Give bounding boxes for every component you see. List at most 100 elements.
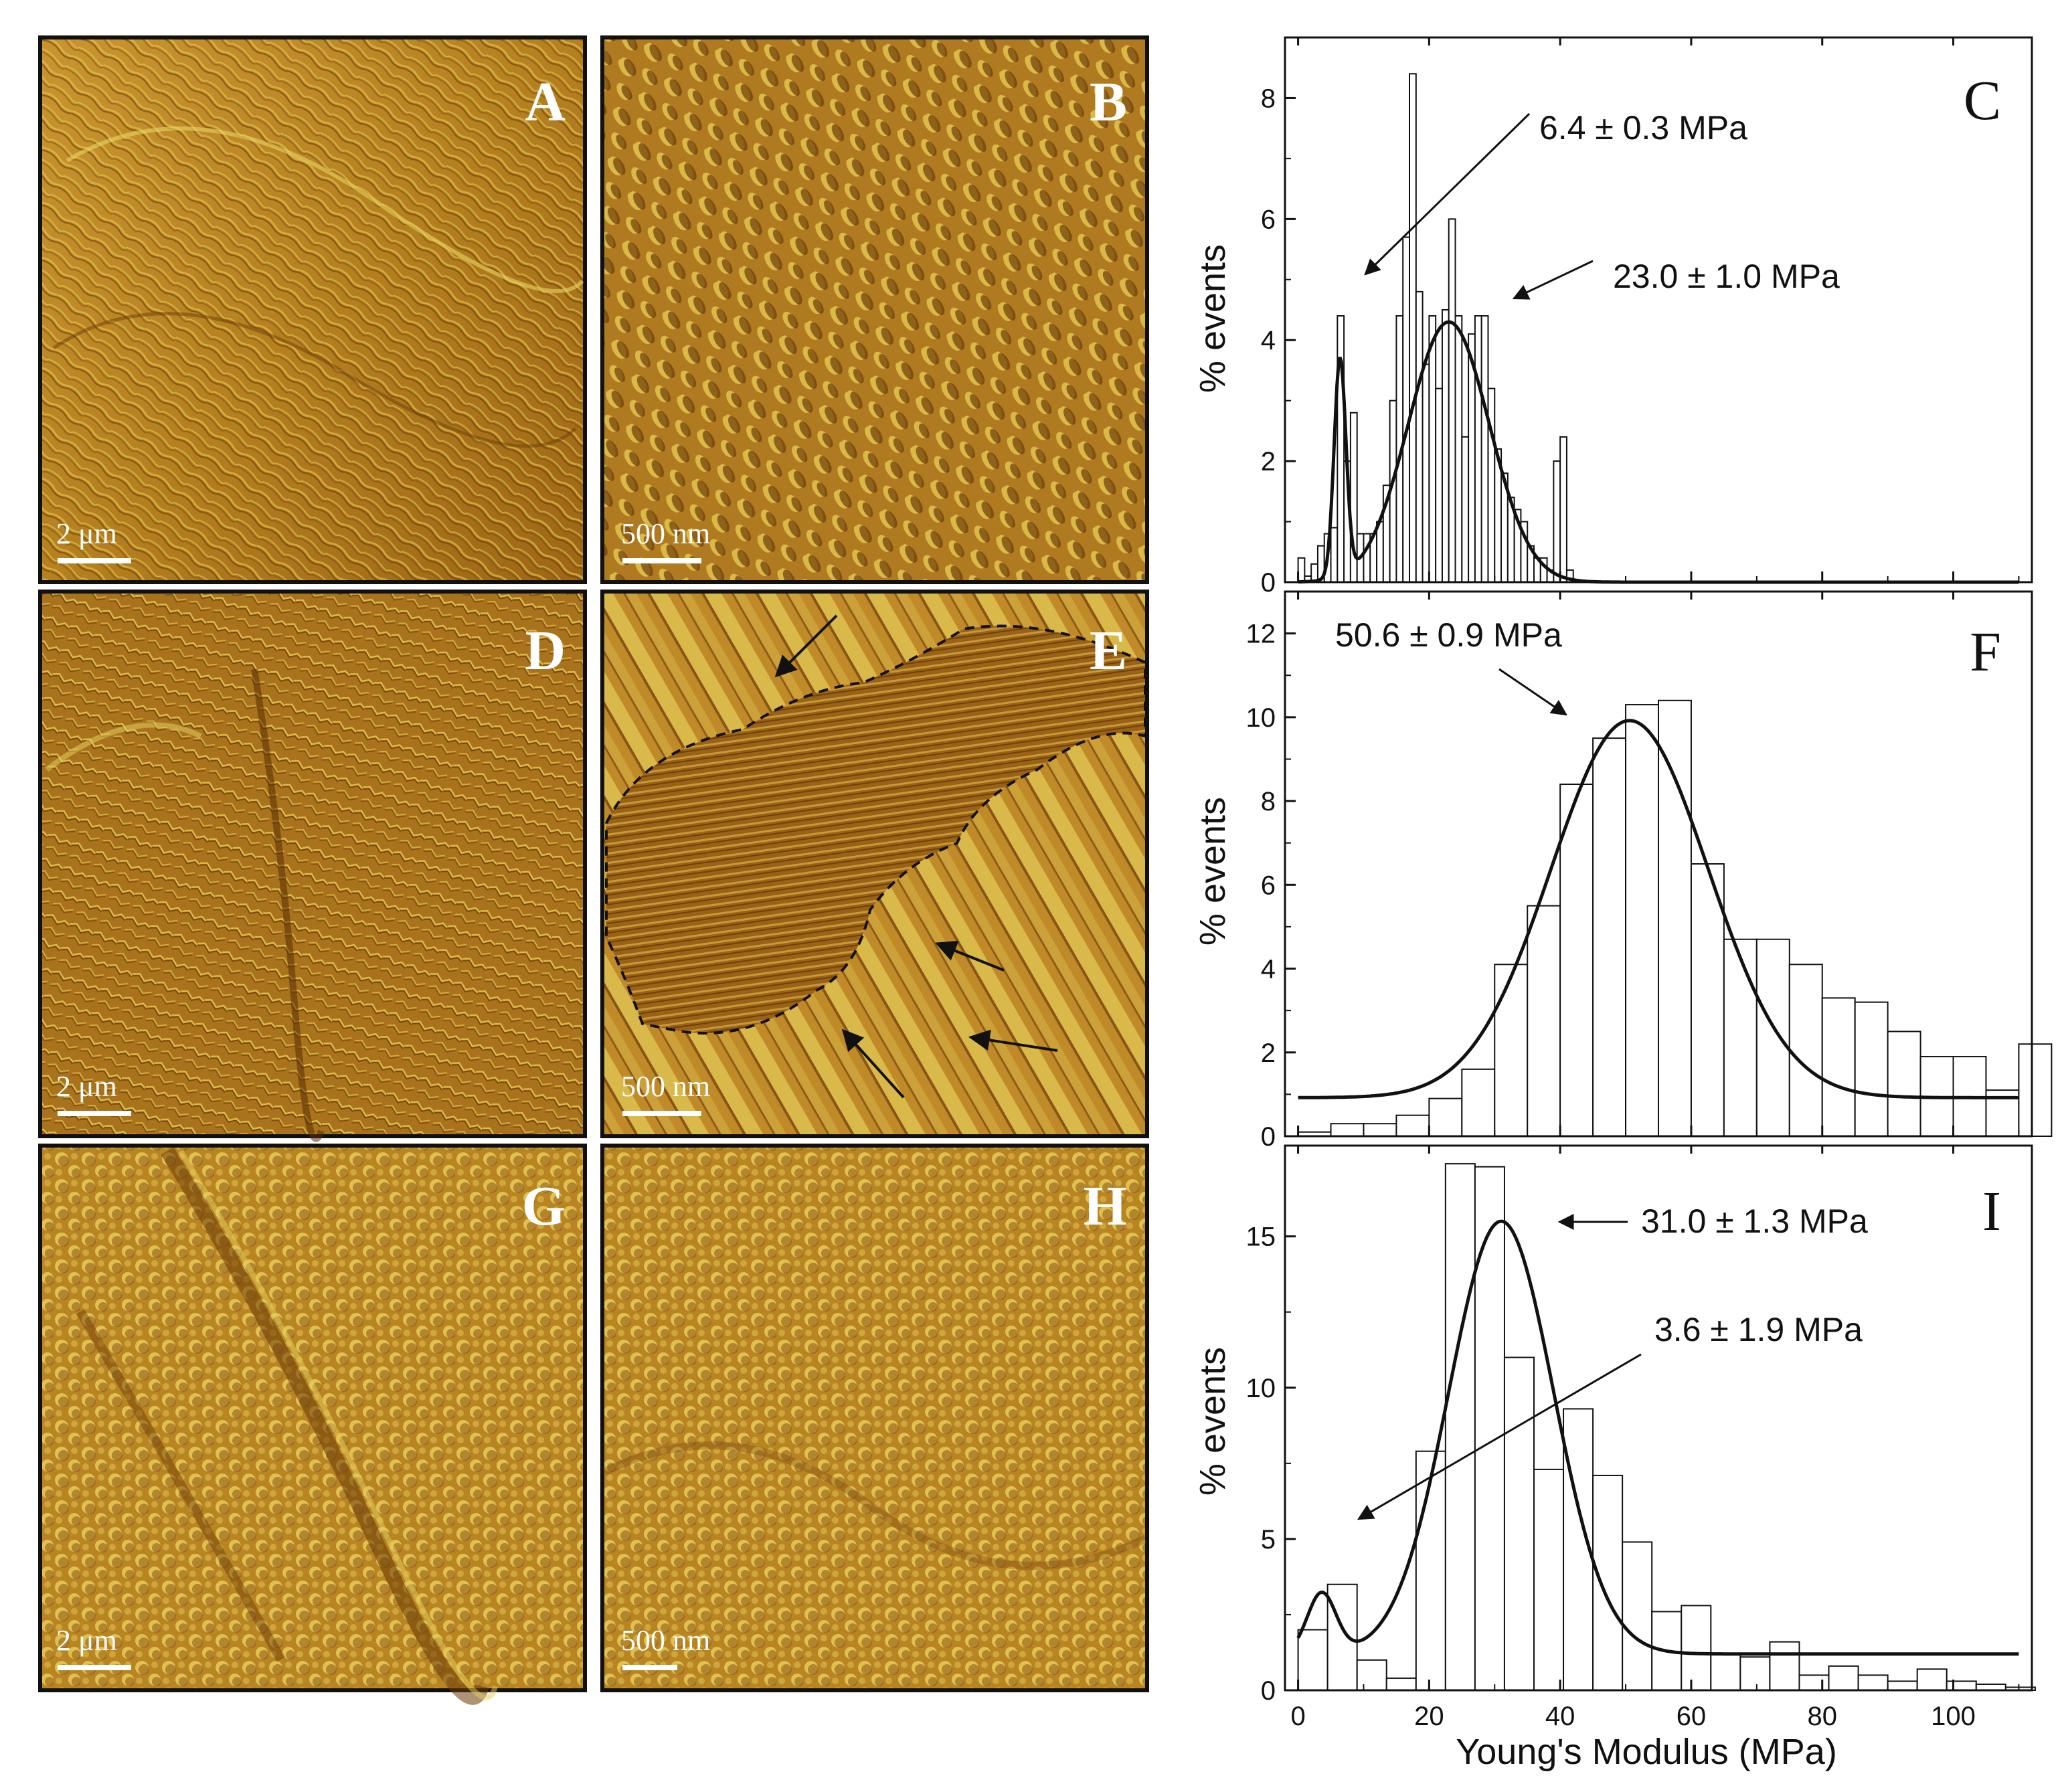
y-tick-label: 15 — [1246, 1223, 1276, 1252]
histogram-bar — [1798, 1674, 1830, 1692]
histogram-bar — [2018, 1043, 2053, 1137]
histogram-bar — [1739, 1656, 1771, 1692]
chart-f: 0 2 4 6 8 10 12 % events F 50.6 ± 0.9 MPa — [1193, 590, 2053, 1152]
scale-bar-label: 500 nm — [621, 517, 710, 550]
afm-panel-g: G 2 μm — [38, 1144, 587, 1705]
histogram-bar — [1402, 236, 1410, 583]
histogram-bar — [1297, 1629, 1328, 1692]
histogram-bar — [1946, 1680, 1977, 1692]
scale-bar — [622, 1111, 701, 1116]
histogram-bar — [1435, 387, 1443, 583]
histogram-bar — [1448, 218, 1456, 584]
y-tick-label: 8 — [1261, 84, 1276, 113]
panel-letter: F — [1970, 621, 2001, 683]
histogram-bar — [1363, 1123, 1397, 1137]
histogram-bar — [1821, 997, 1856, 1138]
arrow — [935, 940, 1005, 972]
ticks-layer: 0 5 10 15 0 20 40 60 80 100 — [1246, 1146, 2020, 1731]
annotation-arrow — [1364, 112, 1531, 276]
afm-panel-e: E 500 nm — [600, 590, 1149, 1138]
bars-layer — [1297, 699, 2053, 1138]
histogram-bar — [1788, 964, 1823, 1138]
bars-layer — [1297, 1163, 2036, 1692]
histogram-bar — [1428, 1097, 1463, 1137]
afm-panel-h: H 500 nm — [600, 1144, 1149, 1692]
y-tick-label: 6 — [1261, 205, 1276, 234]
histogram-bar — [1480, 315, 1489, 583]
scale-bar-label: 500 nm — [621, 1624, 710, 1657]
scale-bar-label: 2 μm — [56, 517, 117, 550]
histogram-bar — [1337, 315, 1345, 583]
histogram-bar — [1376, 521, 1384, 583]
y-tick-label: 2 — [1261, 447, 1276, 476]
ticks-layer: 0 2 4 6 8 — [1261, 37, 2020, 598]
afm-panel-label: G — [522, 1175, 566, 1237]
annotation-arrow — [1512, 260, 1594, 300]
histogram-bar — [1444, 1163, 1476, 1691]
histogram-bar — [1828, 1665, 1859, 1692]
x-tick-label: 60 — [1677, 1702, 1707, 1731]
histogram-bar — [1681, 1605, 1712, 1691]
histogram-bar — [1461, 436, 1470, 584]
histogram-bar — [1658, 699, 1692, 1138]
scale-bar-label: 2 μm — [56, 1070, 117, 1103]
peak-annotation: 6.4 ± 0.3 MPa — [1539, 109, 1747, 147]
afm-panel-d: D 2 μm — [38, 590, 587, 1142]
histogram-bar — [1916, 1668, 1948, 1692]
histogram-bar — [1857, 1674, 1889, 1692]
plot-frame — [1284, 1144, 2033, 1692]
x-tick-label: 20 — [1414, 1702, 1444, 1731]
scale-bar — [622, 1665, 677, 1670]
histogram-bar — [1494, 964, 1529, 1138]
histogram-bar — [1503, 1356, 1535, 1691]
histogram-bar — [1559, 436, 1567, 584]
histogram-bar — [1592, 1474, 1624, 1691]
scale-bar — [58, 558, 131, 563]
y-tick-label: 5 — [1261, 1525, 1276, 1554]
y-tick-label: 0 — [1261, 1676, 1276, 1706]
x-tick-label: 0 — [1290, 1702, 1305, 1731]
histogram-bar — [1395, 1114, 1430, 1137]
histogram-bar — [1625, 704, 1660, 1137]
chart-c: 0 2 4 6 8 % events C 6.4 ± 0.3 MPa 23.0 ± 1.… — [1193, 36, 2033, 598]
x-axis-title: Young's Modulus (MPa) — [1456, 1732, 1837, 1772]
y-axis-title: % events — [1193, 244, 1233, 393]
afm-panel-label: B — [1090, 71, 1127, 133]
peak-annotation: 23.0 ± 1.0 MPa — [1613, 258, 1840, 295]
histogram-bar — [1474, 1166, 1505, 1691]
fit-curve — [1296, 1219, 2019, 1656]
plot-frame — [1284, 36, 2033, 584]
afm-panel-a: A 2 μm — [38, 35, 587, 584]
y-tick-label: 12 — [1246, 620, 1276, 649]
annotation-arrow — [1498, 668, 1567, 716]
afm-panel-label: E — [1090, 620, 1127, 682]
histogram-bar — [1854, 1001, 1889, 1137]
ticks-layer: 0 2 4 6 8 10 12 — [1246, 592, 2020, 1152]
panel-letter: I — [1982, 1180, 2001, 1243]
plot-frame — [1284, 590, 2033, 1138]
y-tick-label: 10 — [1246, 703, 1276, 733]
y-tick-label: 0 — [1261, 1122, 1276, 1152]
dashed-outline-region — [605, 624, 1146, 1035]
histogram-bar — [1454, 315, 1463, 583]
x-tick-label: 80 — [1807, 1702, 1837, 1731]
histogram-bar — [1553, 460, 1561, 583]
y-tick-label: 8 — [1261, 787, 1276, 816]
y-tick-label: 0 — [1261, 568, 1276, 598]
histogram-bar — [1356, 1659, 1387, 1692]
histogram-bar — [1533, 1468, 1565, 1691]
histogram-bar — [1723, 938, 1757, 1137]
y-tick-label: 4 — [1261, 326, 1276, 355]
afm-panel-label: A — [525, 71, 566, 133]
arrow — [841, 1028, 905, 1099]
histogram-bar — [1710, 1653, 1741, 1692]
x-tick-label: 40 — [1545, 1702, 1575, 1731]
y-tick-label: 6 — [1261, 871, 1276, 900]
histogram-bar — [1461, 1068, 1496, 1138]
afm-panel-label: H — [1084, 1175, 1127, 1237]
y-tick-label: 4 — [1261, 955, 1276, 984]
histogram-bar — [1422, 363, 1430, 584]
bars-layer — [1297, 73, 1574, 584]
histogram-bar — [1428, 315, 1437, 583]
peak-annotation: 50.6 ± 0.9 MPa — [1335, 616, 1562, 654]
